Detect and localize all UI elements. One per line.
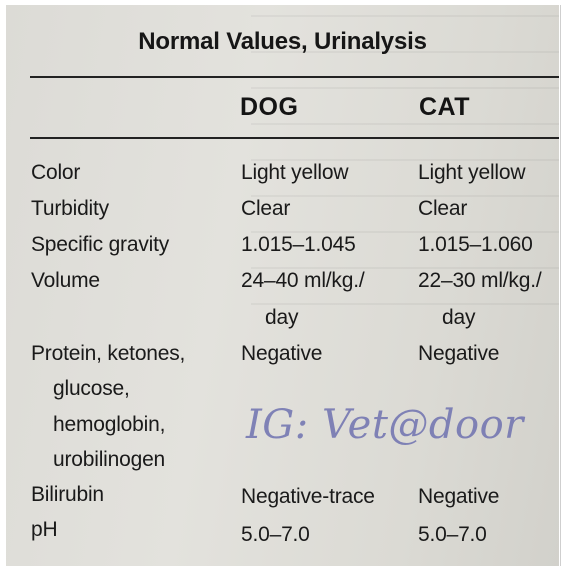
row-bilirubin-dog: Negative-trace: [241, 485, 375, 508]
row-protein-param-line3: hemoglobin,: [53, 413, 166, 436]
top-rule: [30, 76, 559, 78]
row-ph-dog: 5.0–7.0: [241, 523, 310, 546]
row-volume-param: Volume: [31, 269, 100, 292]
table-title: Normal Values, Urinalysis: [138, 28, 427, 55]
row-turbidity-param: Turbidity: [31, 197, 109, 220]
row-color-cat: Light yellow: [418, 161, 526, 184]
row-turbidity-dog: Clear: [241, 197, 291, 220]
row-volume-cat: 22–30 ml/kg./: [418, 269, 542, 292]
bleed-through-text: [251, 15, 559, 315]
row-specific-gravity-dog: 1.015–1.045: [241, 233, 356, 256]
header-dog: DOG: [240, 93, 299, 121]
row-protein-param-line2: glucose,: [53, 377, 130, 400]
header-cat: CAT: [419, 93, 471, 121]
row-specific-gravity-cat: 1.015–1.060: [418, 233, 533, 256]
row-protein-param-line4: urobilinogen: [53, 448, 166, 471]
row-volume-dog: 24–40 ml/kg./: [241, 269, 365, 292]
row-ph-param: pH: [31, 518, 58, 541]
row-volume-cat-cont: day: [442, 306, 476, 329]
book-page-photo: Normal Values, Urinalysis DOG CAT Color …: [6, 5, 559, 566]
row-color-param: Color: [31, 161, 81, 184]
row-specific-gravity-param: Specific gravity: [31, 233, 170, 256]
row-bilirubin-cat: Negative: [418, 485, 500, 508]
row-protein-cat: Negative: [418, 342, 500, 365]
row-turbidity-cat: Clear: [418, 197, 468, 220]
row-bilirubin-param: Bilirubin: [31, 483, 104, 506]
row-volume-dog-cont: day: [265, 306, 299, 329]
image-border: [560, 5, 561, 566]
row-protein-dog: Negative: [241, 342, 323, 365]
row-ph-cat: 5.0–7.0: [418, 523, 487, 546]
header-rule: [30, 137, 559, 139]
row-color-dog: Light yellow: [241, 161, 349, 184]
row-protein-param: Protein, ketones,: [31, 342, 186, 365]
instagram-watermark: IG: Vet@door: [246, 402, 524, 448]
